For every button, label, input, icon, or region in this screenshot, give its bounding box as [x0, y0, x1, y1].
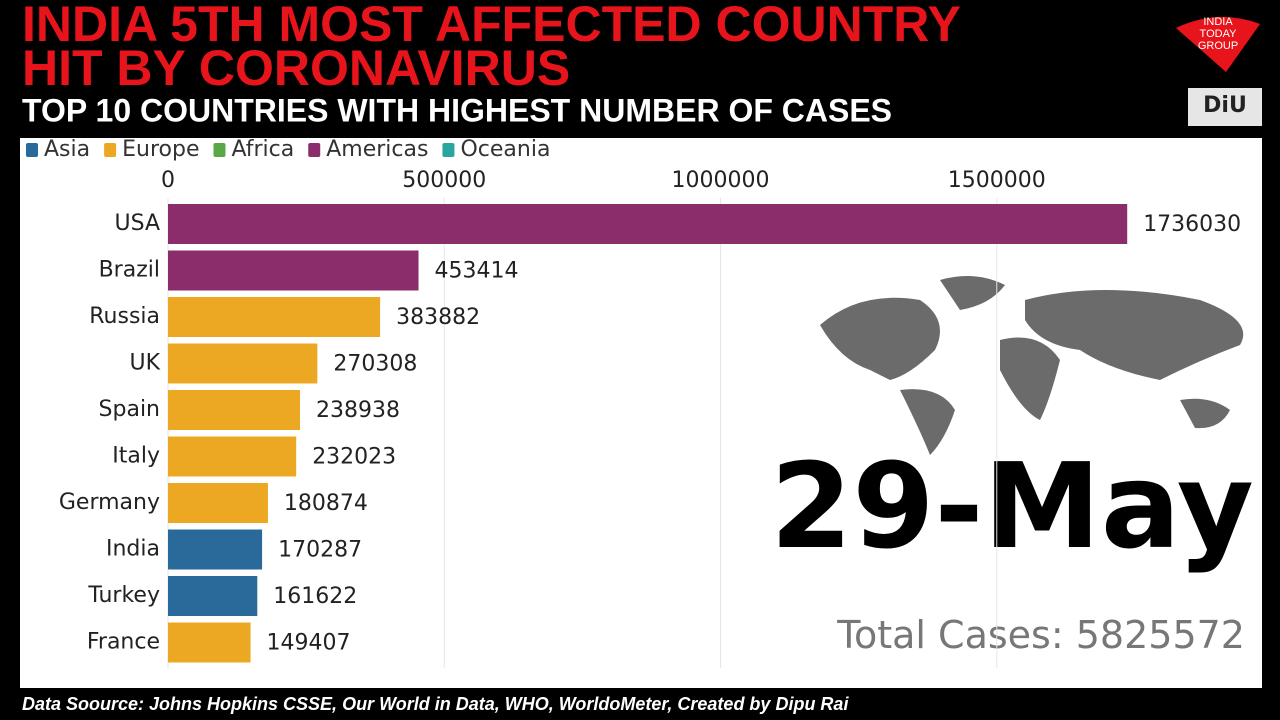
- logo-text: TODAY: [1200, 28, 1238, 40]
- logo-box: [1188, 88, 1262, 126]
- y-tick-label: Turkey: [87, 583, 160, 608]
- value-label: 238938: [316, 398, 400, 423]
- y-tick-label: Russia: [89, 304, 160, 329]
- subtitle: TOP 10 COUNTRIES WITH HIGHEST NUMBER OF …: [22, 92, 892, 128]
- y-tick-label: India: [106, 537, 160, 562]
- bar: [168, 483, 268, 523]
- legend-label: Americas: [326, 137, 428, 162]
- y-tick-label: USA: [114, 211, 160, 236]
- total-value: 5825572: [1076, 613, 1245, 657]
- y-tick-label: UK: [129, 351, 160, 376]
- logo-text: INDIA: [1203, 16, 1233, 28]
- bar: [168, 390, 301, 430]
- legend-label: Europe: [122, 137, 199, 162]
- legend-swatch: [213, 143, 226, 157]
- source: Data Soource: Johns Hopkins CSSE, Our Wo…: [22, 694, 849, 714]
- logo-shape: [1176, 16, 1260, 72]
- value-label: 161622: [273, 584, 357, 609]
- bar: [168, 297, 381, 337]
- bar: [168, 250, 419, 291]
- date-label: 29-May: [770, 437, 1254, 575]
- headline: HIT BY CORONAVIRUS: [22, 40, 570, 96]
- value-label: 149407: [267, 631, 351, 656]
- y-tick-label: Spain: [99, 397, 160, 422]
- value-label: 232023: [312, 445, 396, 470]
- value-label: 170287: [278, 538, 362, 563]
- legend-label: Asia: [44, 137, 90, 162]
- headline: INDIA 5TH MOST AFFECTED COUNTRY: [22, 0, 961, 52]
- y-tick-label: France: [87, 630, 160, 655]
- logo-text: GROUP: [1198, 40, 1238, 52]
- value-label: 180874: [284, 491, 368, 516]
- x-tick-label: 1500000: [948, 168, 1046, 193]
- bar: [168, 622, 251, 663]
- y-tick-label: Germany: [59, 490, 160, 515]
- y-tick-label: Italy: [112, 444, 160, 469]
- value-label: 270308: [333, 352, 417, 377]
- bar: [168, 204, 1128, 244]
- x-tick-label: 500000: [402, 168, 486, 193]
- bar: [168, 529, 263, 570]
- world-map: [820, 276, 1244, 455]
- value-label: 383882: [396, 305, 480, 330]
- bar: [168, 436, 297, 477]
- legend-label: Oceania: [460, 137, 550, 162]
- value-label: 1736030: [1143, 212, 1241, 237]
- total-label: Total Cases:: [836, 613, 1063, 657]
- x-tick-label: 1000000: [672, 168, 770, 193]
- legend-swatch: [442, 143, 455, 157]
- x-tick-label: 0: [161, 168, 175, 193]
- legend-label: Africa: [231, 137, 294, 162]
- total-cases: Total Cases: 5825572: [836, 613, 1245, 657]
- legend-swatch: [26, 143, 38, 157]
- bar: [168, 576, 258, 616]
- legend-swatch: [104, 143, 117, 157]
- plot: Asia Europe Africa Americas Oceania 0 500000 10…: [26, 137, 1241, 668]
- bar: [168, 343, 318, 384]
- logo-text: DiU: [1203, 93, 1247, 118]
- legend-swatch: [308, 143, 321, 157]
- y-tick-label: Brazil: [99, 258, 160, 283]
- value-label: 453414: [435, 259, 519, 284]
